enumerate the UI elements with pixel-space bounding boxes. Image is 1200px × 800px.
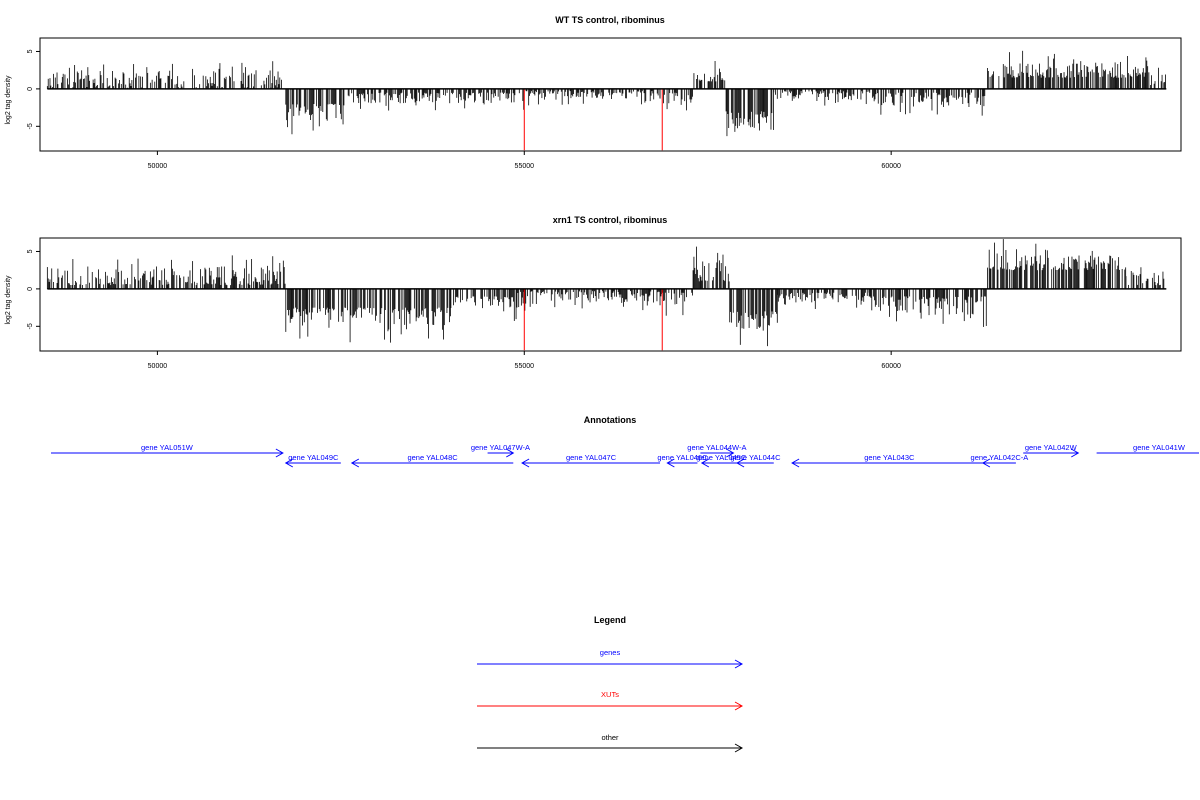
legend-item-other: other	[477, 733, 744, 753]
gene-arrowhead-icon	[284, 458, 294, 468]
gene-arrowhead-icon	[791, 458, 800, 468]
gene-arrowhead-icon	[736, 458, 745, 468]
y-tick-label: 5	[27, 249, 34, 253]
gene-label: gene YAL044C	[730, 453, 781, 462]
y-tick-label: 0	[27, 287, 34, 291]
gene-label: gene YAL047W-A	[471, 443, 530, 452]
xut-marks-wt	[523, 88, 663, 151]
legend-title: Legend	[594, 615, 626, 625]
gene-arrowhead-icon	[1071, 448, 1080, 458]
gene-label: gene YAL051W	[141, 443, 194, 452]
legend-label-other: other	[601, 733, 619, 742]
xut-marks-xrn1	[523, 288, 663, 351]
gene-label: gene YAL043C	[864, 453, 915, 462]
gene-label: gene YAL042C-A	[971, 453, 1029, 462]
gene-arrowhead-icon	[506, 448, 515, 458]
gene-label: gene YAL044W-A	[687, 443, 746, 452]
track-panel-wt: WT TS control, ribominus log2 tag densit…	[5, 15, 1182, 170]
gene-arrowhead-icon	[350, 458, 360, 468]
x-tick-label: 60000	[881, 363, 901, 370]
gene-feature: gene YAL045C	[696, 453, 747, 468]
gene-label: gene YAL042W	[1025, 443, 1078, 452]
legend: Legend genes XUTs other	[477, 615, 744, 753]
gene-feature: gene YAL044W-A	[687, 443, 747, 458]
gene-feature: gene YAL047W-A	[471, 443, 530, 458]
coverage-bars-wt	[46, 50, 1166, 137]
y-axis-wt: -5 0 5	[27, 49, 40, 129]
legend-arrowhead-icon	[734, 701, 744, 711]
legend-label-xuts: XUTs	[601, 690, 619, 699]
annotations-title: Annotations	[584, 415, 637, 425]
y-tick-label: -5	[27, 123, 34, 129]
plot-frame-wt	[39, 37, 1182, 152]
y-axis-xrn1: -5 0 5	[27, 249, 40, 329]
gene-feature: gene YAL051W	[51, 443, 284, 458]
y-tick-label: -5	[27, 323, 34, 329]
gene-arrowhead-icon	[726, 448, 735, 458]
gene-label: gene YAL046C	[657, 453, 708, 462]
gene-feature: gene YAL048C	[350, 453, 514, 468]
gene-feature: gene YAL042W	[1023, 443, 1080, 458]
gene-label: gene YAL048C	[407, 453, 458, 462]
legend-arrowhead-icon	[734, 659, 744, 669]
legend-item-genes: genes	[477, 648, 744, 669]
plot-frame-xrn1	[39, 237, 1182, 352]
gene-feature: gene YAL044C	[730, 453, 781, 468]
gene-arrowhead-icon	[981, 458, 991, 468]
y-tick-label: 5	[27, 49, 34, 53]
gene-arrowhead-icon	[521, 458, 530, 468]
gene-arrowhead-icon	[666, 458, 675, 468]
legend-label-genes: genes	[600, 648, 621, 657]
gene-annotations: gene YAL051W gene YAL049C gene YAL048C gene…	[51, 443, 1199, 468]
x-axis-xrn1: 50000 55000 60000	[148, 351, 901, 370]
gene-feature: gene YAL049C	[284, 453, 341, 468]
x-tick-label: 50000	[148, 363, 168, 370]
gene-label: gene YAL049C	[288, 453, 339, 462]
gene-label: gene YAL047C	[566, 453, 617, 462]
gene-arrowhead-icon	[275, 448, 284, 458]
gene-feature: gene YAL041W	[1096, 443, 1199, 454]
gene-feature: gene YAL046C	[657, 453, 708, 468]
y-axis-label-wt: log2 tag density	[5, 75, 12, 125]
gene-feature: gene YAL047C	[521, 453, 661, 468]
track-panel-xrn1: xrn1 TS control, ribominus log2 tag dens…	[5, 215, 1182, 370]
x-tick-label: 60000	[881, 163, 901, 170]
panel-title-xrn1: xrn1 TS control, ribominus	[553, 215, 668, 225]
gene-label: gene YAL045C	[696, 453, 747, 462]
gene-feature: gene YAL042C-A	[971, 453, 1029, 468]
x-axis-wt: 50000 55000 60000	[148, 151, 901, 170]
panel-title-wt: WT TS control, ribominus	[555, 15, 665, 25]
gene-feature: gene YAL043C	[791, 453, 987, 468]
y-axis-label-xrn1: log2 tag density	[5, 275, 12, 325]
legend-arrowhead-icon	[734, 743, 744, 753]
x-tick-label: 55000	[515, 163, 535, 170]
x-tick-label: 50000	[148, 163, 168, 170]
coverage-bars-xrn1	[46, 239, 1165, 347]
gene-arrowhead-icon	[700, 458, 710, 468]
gene-label: gene YAL041W	[1133, 443, 1186, 452]
y-tick-label: 0	[27, 87, 34, 91]
x-tick-label: 55000	[515, 363, 535, 370]
legend-item-xuts: XUTs	[477, 690, 744, 711]
